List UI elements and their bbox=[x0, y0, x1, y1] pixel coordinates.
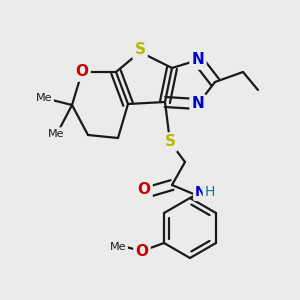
Text: N: N bbox=[192, 52, 204, 68]
Text: H: H bbox=[205, 185, 215, 199]
Text: Me: Me bbox=[48, 129, 64, 139]
Text: N: N bbox=[192, 97, 204, 112]
Text: O: O bbox=[137, 182, 151, 196]
Text: O: O bbox=[136, 244, 148, 259]
Text: S: S bbox=[164, 134, 175, 149]
Text: O: O bbox=[76, 64, 88, 80]
Text: Me: Me bbox=[110, 242, 126, 252]
Text: S: S bbox=[134, 43, 146, 58]
Text: N: N bbox=[195, 185, 207, 199]
Text: Me: Me bbox=[36, 93, 52, 103]
